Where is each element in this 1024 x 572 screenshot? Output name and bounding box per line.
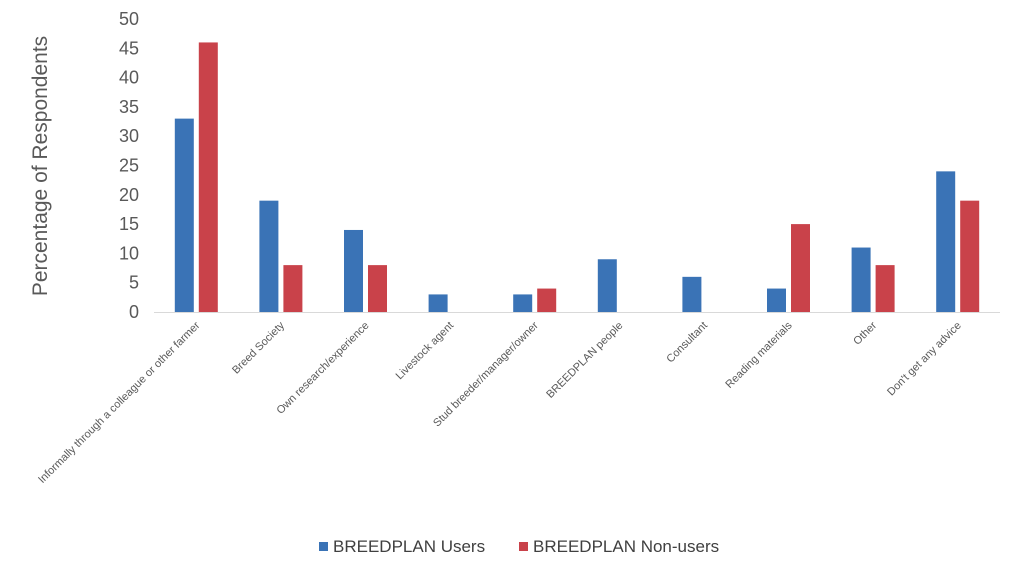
bar: [259, 200, 279, 312]
legend-label: BREEDPLAN Users: [333, 537, 485, 556]
y-axis-label: Percentage of Respondents: [29, 36, 52, 296]
y-tick-label: 35: [119, 97, 139, 117]
y-tick-label: 10: [119, 243, 139, 263]
bar: [791, 224, 810, 312]
x-tick-label: Informally through a colleague or other …: [36, 319, 203, 486]
y-tick-label: 0: [129, 302, 139, 322]
x-axis: Informally through a colleague or other …: [36, 319, 964, 486]
x-tick-label: Reading materials: [723, 319, 795, 391]
x-tick-label: Livestock agent: [394, 320, 457, 383]
x-tick-label: Consultant: [664, 320, 710, 366]
y-axis: 0 5 10 15 20 25 30 35 40 45 50: [119, 9, 139, 322]
bar: [198, 42, 218, 312]
y-tick-label: 50: [119, 9, 139, 29]
bar: [428, 294, 448, 312]
bar: [851, 247, 871, 312]
bars: [174, 42, 980, 313]
legend-swatch: [519, 542, 528, 551]
y-tick-label: 40: [119, 68, 139, 88]
y-tick-label: 30: [119, 126, 139, 146]
bar: [513, 294, 533, 312]
legend-label: BREEDPLAN Non-users: [533, 537, 719, 556]
bar: [682, 276, 702, 312]
bar: [597, 259, 617, 312]
bar: [767, 288, 786, 312]
bar: [960, 200, 980, 312]
bar: [875, 265, 895, 312]
bar: [174, 118, 194, 313]
x-tick-label: Own research/experience: [275, 320, 372, 417]
bar: [283, 265, 303, 312]
legend: BREEDPLAN Users BREEDPLAN Non-users: [319, 537, 719, 556]
y-tick-label: 45: [119, 38, 139, 58]
bar: [368, 265, 387, 312]
y-tick-label: 25: [119, 156, 139, 176]
bar: [537, 288, 557, 312]
x-tick-label: Other: [851, 319, 879, 347]
x-tick-label: BREEDPLAN people: [544, 320, 625, 401]
legend-swatch: [319, 542, 328, 551]
y-tick-label: 20: [119, 185, 139, 205]
x-tick-label: Breed Society: [230, 319, 287, 376]
y-tick-label: 15: [119, 214, 139, 234]
x-tick-label: Don't get any advice: [885, 320, 964, 399]
bar: [344, 229, 363, 312]
y-tick-label: 5: [129, 273, 139, 293]
bar: [936, 171, 956, 312]
